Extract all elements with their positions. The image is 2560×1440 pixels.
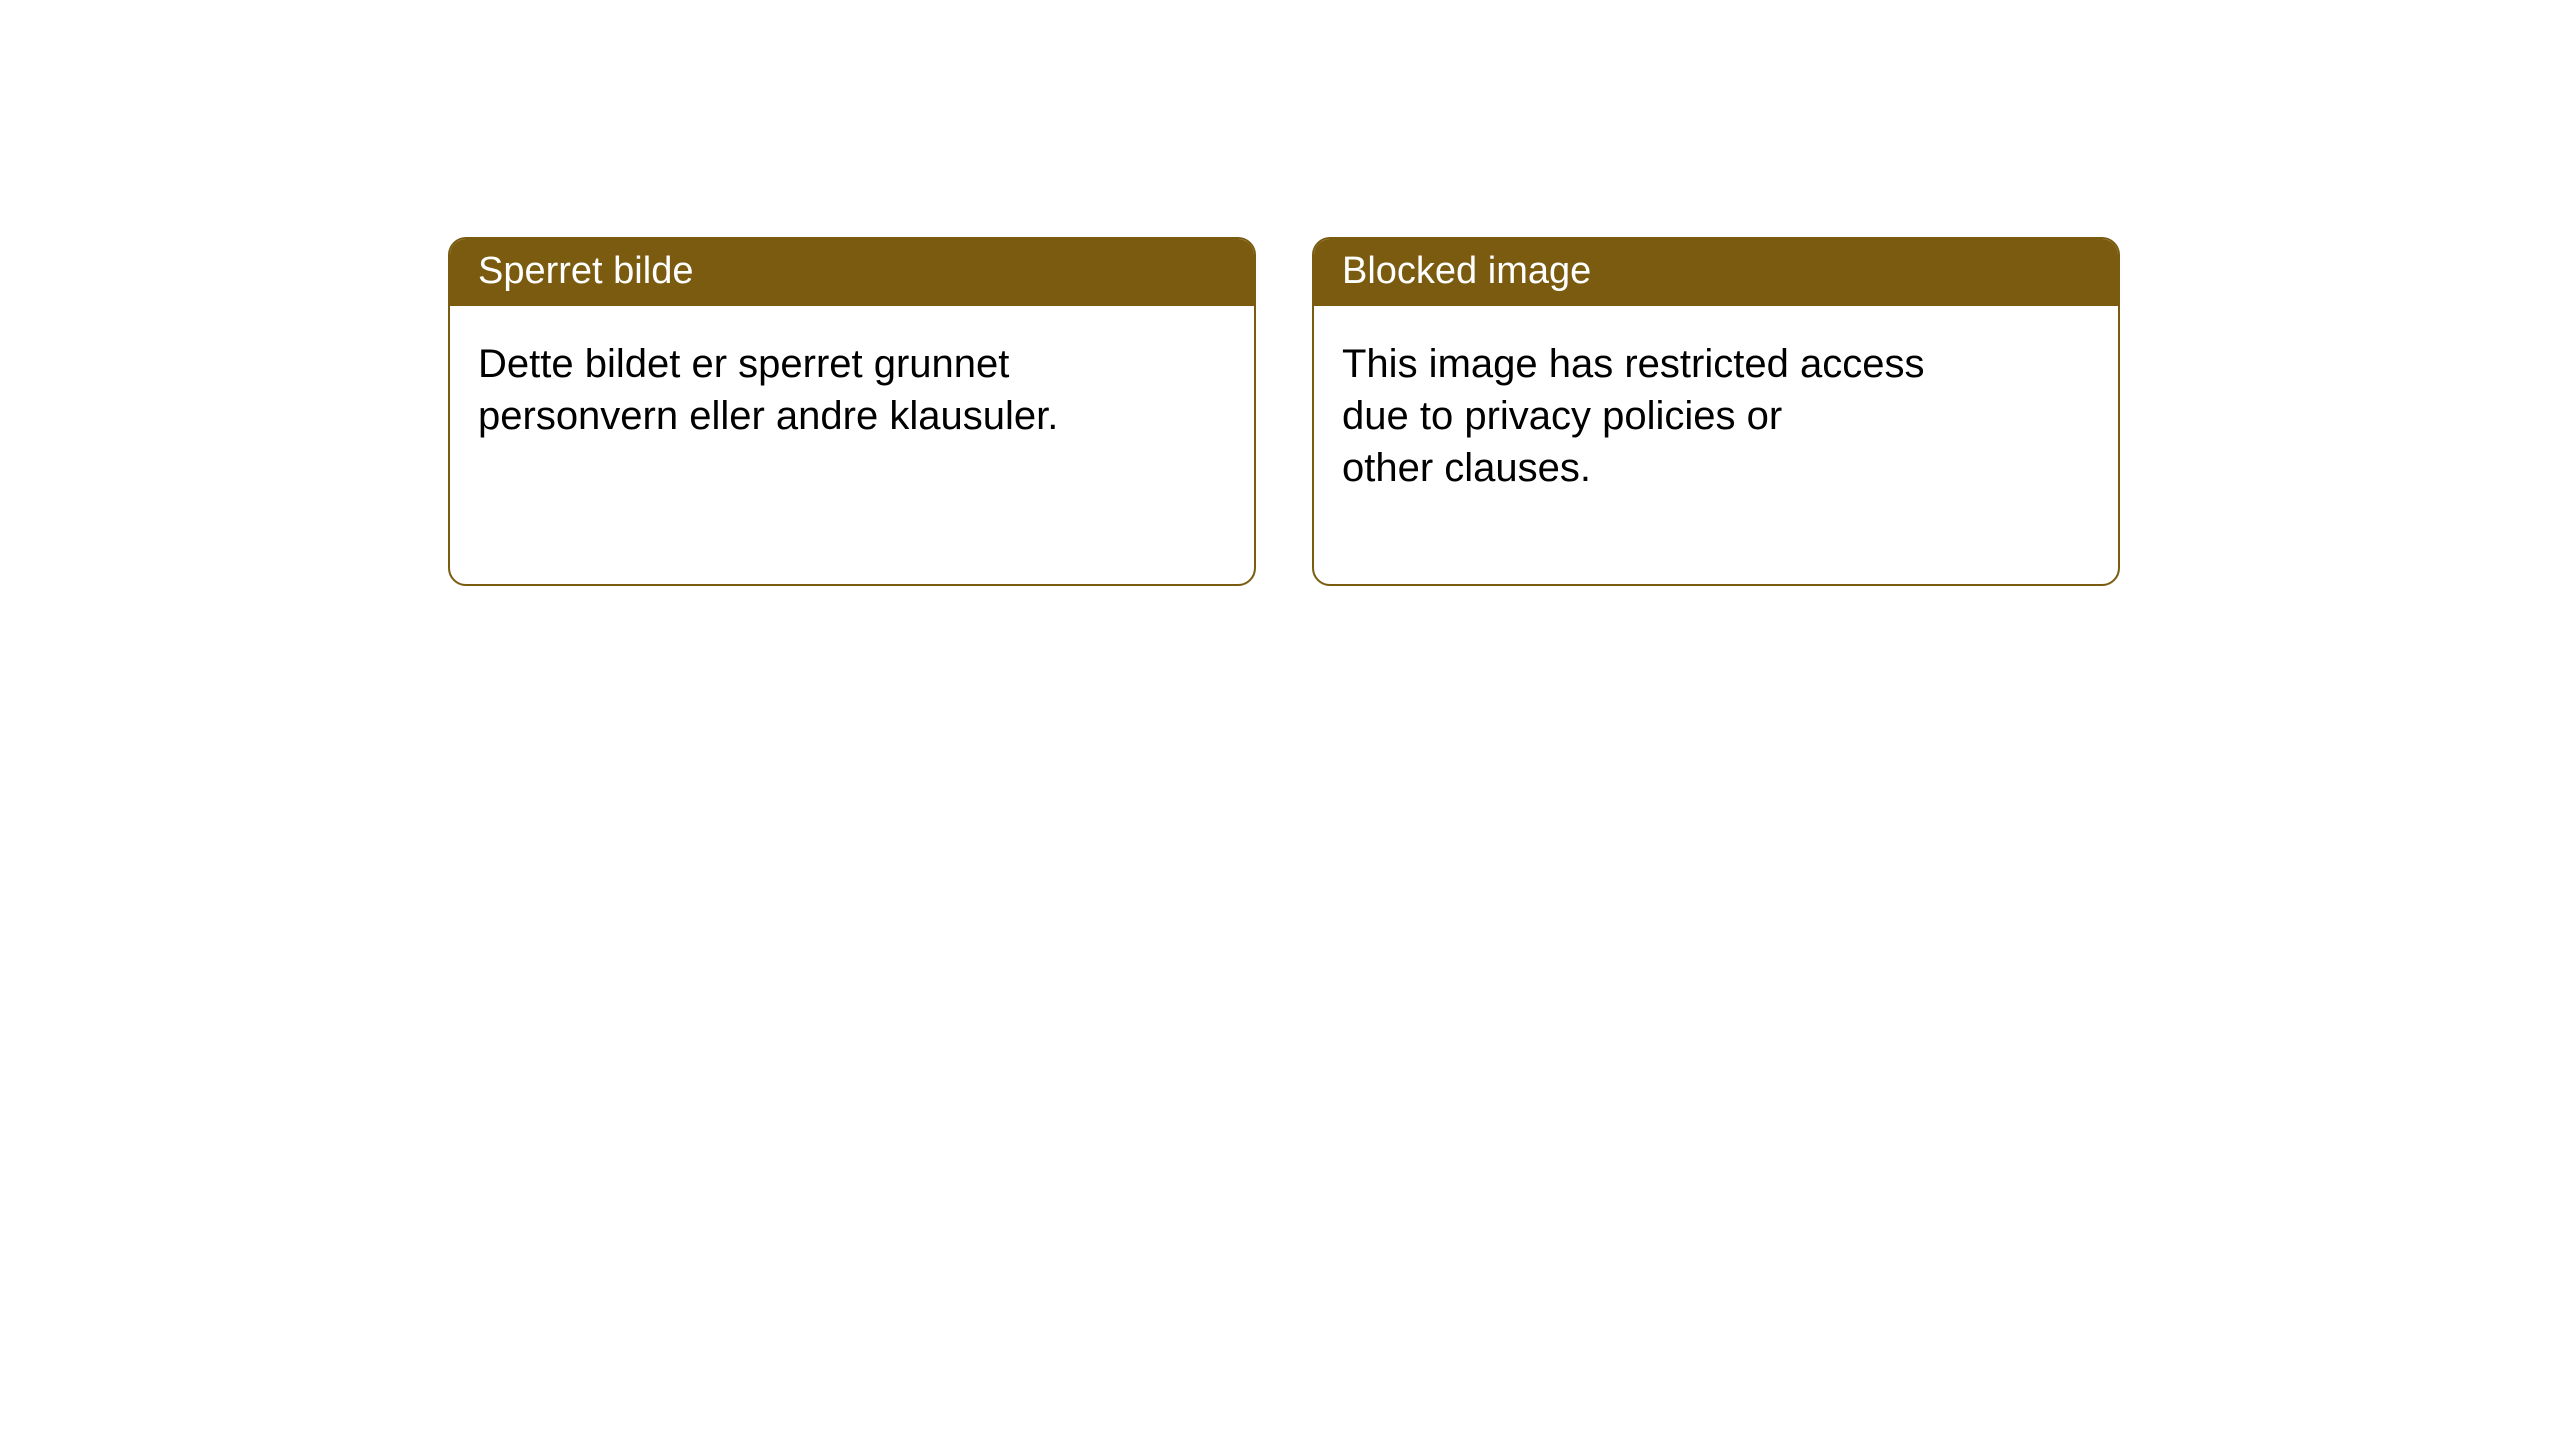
notice-card-english: Blocked image This image has restricted … (1312, 237, 2120, 586)
card-title: Sperret bilde (450, 239, 1254, 306)
card-body-text: This image has restricted access due to … (1314, 306, 2118, 584)
card-title: Blocked image (1314, 239, 2118, 306)
notice-card-norwegian: Sperret bilde Dette bildet er sperret gr… (448, 237, 1256, 586)
card-container: Sperret bilde Dette bildet er sperret gr… (0, 0, 2560, 586)
card-body-text: Dette bildet er sperret grunnet personve… (450, 306, 1254, 532)
